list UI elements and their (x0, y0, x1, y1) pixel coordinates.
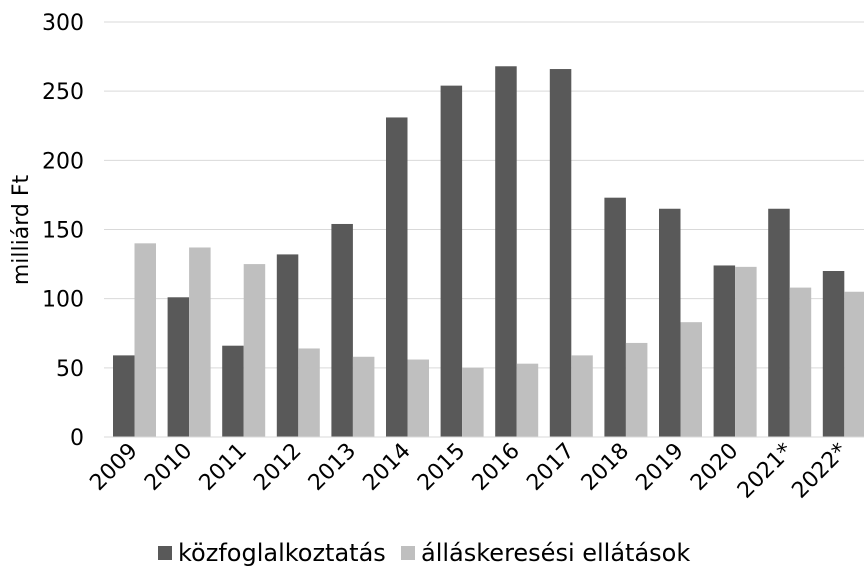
x-axis-ticks: 2009201020112012201320142015201620172018… (85, 439, 852, 504)
x-tick-label: 2022* (787, 439, 852, 504)
bar-allaskeresesi (735, 266, 757, 437)
x-tick-label: 2011 (195, 439, 252, 496)
bar-allaskeresesi (680, 322, 702, 437)
bar-allaskeresesi (352, 356, 375, 437)
bar-allaskeresesi (571, 355, 593, 437)
bars (113, 66, 864, 438)
bar-kozfoglalkoztatas (222, 345, 244, 437)
bar-allaskeresesi (243, 264, 266, 437)
y-tick-label: 150 (42, 219, 84, 244)
x-tick-label: 2018 (577, 439, 634, 496)
bar-allaskeresesi (516, 363, 539, 437)
x-tick-label: 2021* (733, 439, 798, 504)
bar-allaskeresesi (189, 247, 211, 437)
legend-swatch-allaskeresesi (401, 546, 415, 560)
bar-kozfoglalkoztatas (386, 117, 408, 437)
x-tick-label: 2009 (85, 439, 142, 496)
bar-allaskeresesi (625, 342, 648, 437)
bar-allaskeresesi (844, 291, 864, 437)
bar-kozfoglalkoztatas (822, 271, 845, 437)
y-tick-label: 0 (70, 426, 84, 451)
x-tick-label: 2017 (522, 439, 579, 496)
bar-kozfoglalkoztatas (113, 355, 135, 437)
x-tick-label: 2014 (358, 439, 415, 496)
y-tick-label: 50 (56, 357, 84, 382)
y-tick-label: 100 (42, 288, 84, 313)
y-tick-label: 200 (42, 149, 84, 174)
bar-kozfoglalkoztatas (276, 254, 299, 437)
bar-kozfoglalkoztatas (604, 197, 626, 437)
x-tick-label: 2019 (631, 439, 688, 496)
bar-allaskeresesi (407, 359, 429, 437)
y-tick-label: 300 (42, 11, 84, 36)
bar-allaskeresesi (462, 367, 484, 437)
bar-kozfoglalkoztatas (331, 223, 353, 437)
legend: közfoglalkoztatás álláskeresési ellátáso… (158, 539, 690, 567)
legend-label-allaskeresesi: álláskeresési ellátások (421, 539, 690, 567)
legend-label-kozfoglalkoztatas: közfoglalkoztatás (178, 539, 386, 567)
bar-kozfoglalkoztatas (495, 66, 517, 438)
bar-kozfoglalkoztatas (549, 69, 572, 438)
bar-allaskeresesi (134, 243, 156, 437)
bar-kozfoglalkoztatas (768, 208, 790, 437)
bar-allaskeresesi (789, 287, 812, 437)
x-tick-label: 2010 (140, 439, 197, 496)
bar-kozfoglalkoztatas (659, 208, 681, 437)
bar-allaskeresesi (298, 348, 320, 437)
y-axis-title: milliárd Ft (9, 175, 34, 286)
bar-kozfoglalkoztatas (167, 297, 190, 437)
x-tick-label: 2016 (468, 439, 525, 496)
x-tick-label: 2015 (413, 439, 470, 496)
legend-swatch-kozfoglalkoztatas (158, 546, 172, 560)
bar-kozfoglalkoztatas (440, 85, 463, 437)
x-tick-label: 2013 (304, 439, 361, 496)
bar-kozfoglalkoztatas (713, 265, 736, 437)
y-axis-ticks: 0 50 100 150 200 250 300 (42, 11, 84, 451)
x-tick-label: 2012 (249, 439, 306, 496)
y-tick-label: 250 (42, 80, 84, 105)
